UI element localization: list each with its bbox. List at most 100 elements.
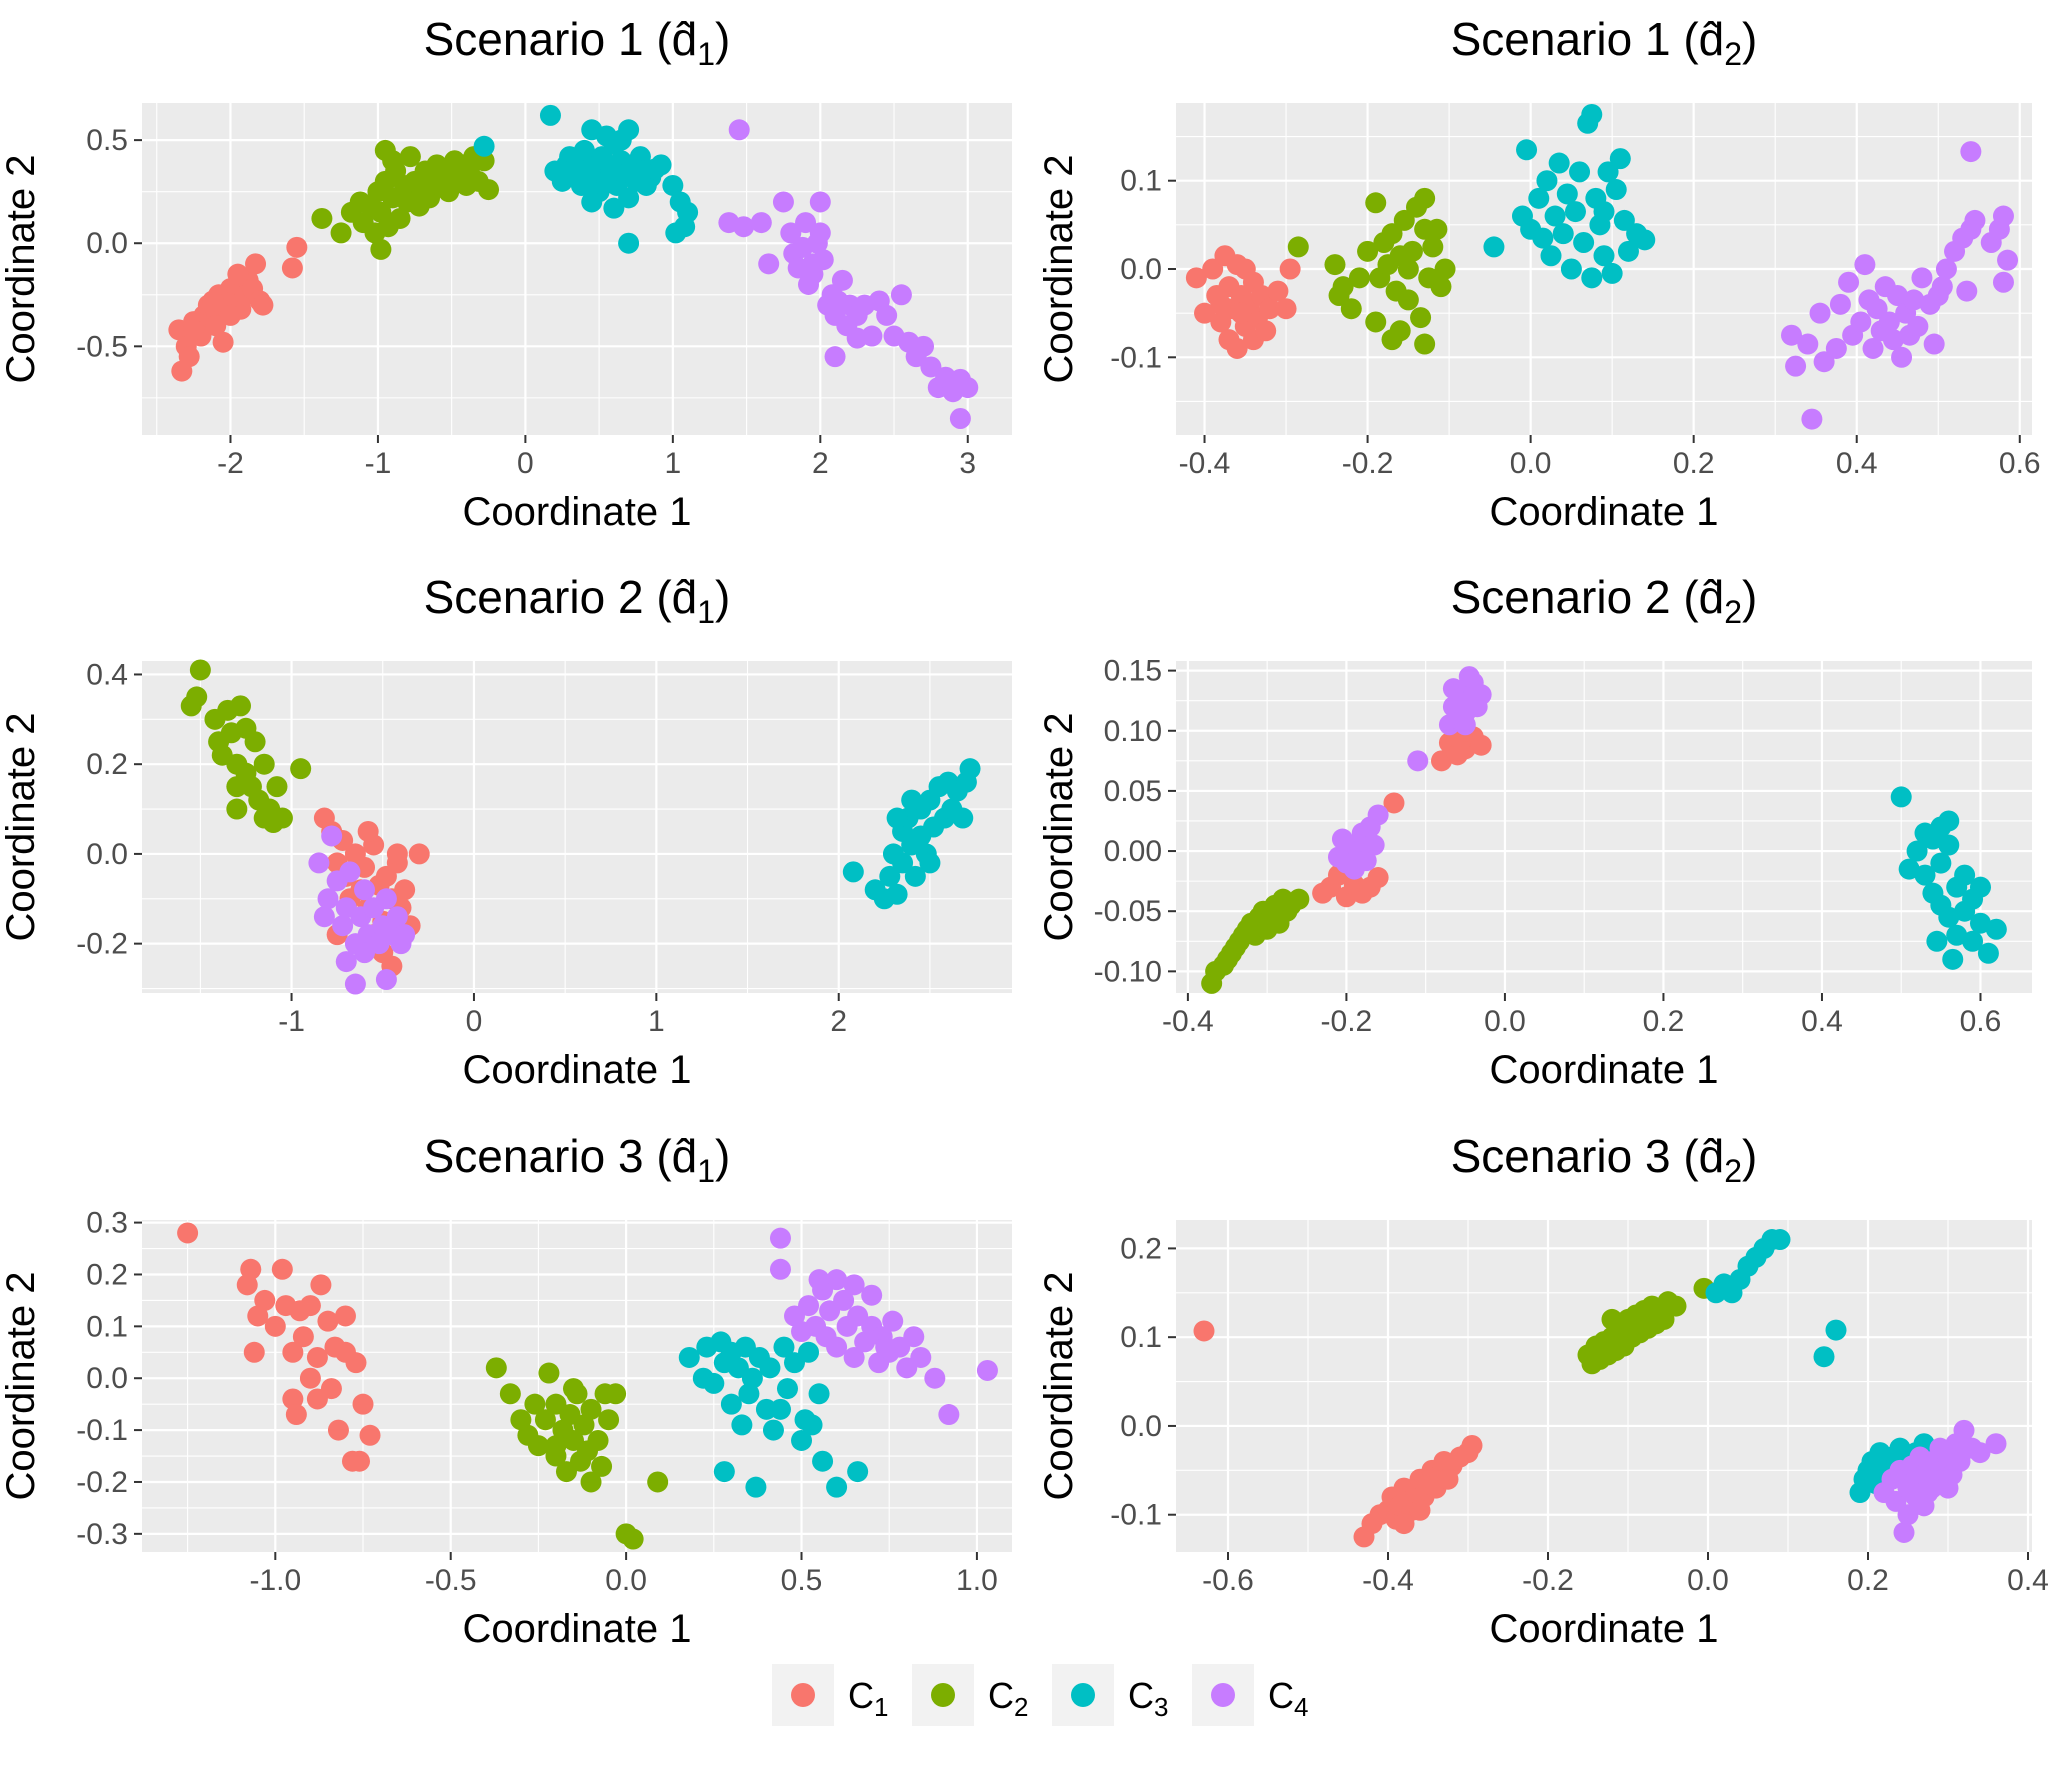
point-c4	[913, 335, 935, 357]
point-c3	[1813, 1346, 1835, 1368]
legend-label-c4: C	[1268, 1675, 1294, 1716]
point-c4	[802, 253, 824, 275]
point-c4	[321, 825, 343, 847]
point-c4	[1937, 1477, 1959, 1499]
point-c1	[219, 304, 241, 326]
point-c4	[1785, 355, 1807, 377]
point-c4	[938, 1404, 960, 1426]
x-tick-label: 0.0	[1510, 447, 1552, 480]
series-c3	[473, 104, 699, 254]
point-c3	[904, 865, 926, 887]
point-c2	[330, 222, 352, 244]
point-c3	[879, 865, 901, 887]
point-c3	[1898, 858, 1920, 880]
point-c3	[1977, 942, 1999, 964]
point-c2	[591, 1455, 613, 1477]
point-c3	[1552, 223, 1574, 245]
x-axis-title: Coordinate 1	[1489, 490, 1718, 534]
y-tick-label: 0.0	[1120, 1410, 1162, 1443]
point-c4	[976, 1359, 998, 1381]
x-tick-label: -0.4	[1162, 1005, 1214, 1038]
point-c1	[1255, 320, 1277, 342]
point-c1	[245, 253, 267, 275]
point-c1	[1461, 1434, 1483, 1456]
x-axis-title: Coordinate 1	[462, 490, 691, 534]
x-tick-label: 2	[830, 1005, 847, 1038]
point-c3	[826, 1476, 848, 1498]
series-c2	[180, 659, 312, 834]
x-tick-label: -1.0	[249, 1564, 301, 1597]
panel-3: -1 0 1 2 -0.2 0.0 0.2 0.4 Scenario 2 (d̂1) Coordi…	[0, 571, 1012, 1092]
point-c1	[1185, 267, 1207, 289]
point-c4	[1781, 324, 1803, 346]
x-tick-label: -0.2	[1342, 447, 1394, 480]
point-c4	[1882, 329, 1904, 351]
point-c3	[1483, 236, 1505, 258]
point-c2	[524, 1393, 546, 1415]
point-c4	[386, 906, 408, 928]
series-c2	[311, 139, 500, 260]
point-c2	[1332, 276, 1354, 298]
x-tick-label: 0.5	[781, 1564, 823, 1597]
point-c2	[1414, 187, 1436, 209]
point-c4	[924, 1367, 946, 1389]
point-c3	[773, 1336, 795, 1358]
point-c4	[1893, 1521, 1915, 1543]
point-c4	[375, 888, 397, 910]
point-c2	[1426, 218, 1448, 240]
point-c2	[1288, 888, 1310, 910]
point-c3	[1634, 229, 1656, 251]
point-c3	[1564, 201, 1586, 223]
point-c4	[769, 1227, 791, 1249]
x-tick-label: 0.4	[2007, 1564, 2049, 1597]
point-c3	[713, 1461, 735, 1483]
point-c3	[847, 1461, 869, 1483]
y-tick-label: 0.2	[86, 1258, 128, 1291]
point-c4	[1801, 408, 1823, 430]
series-c3	[678, 1331, 869, 1498]
panel-1: -2 -1 0 1 2 3 -0.5 0.0 0.5 Scenario 1 (d̂1) Coordi…	[0, 13, 1012, 534]
point-c4	[903, 1326, 925, 1348]
point-c2	[311, 207, 333, 229]
series-c3	[842, 758, 981, 910]
point-c4	[394, 924, 416, 946]
series-c1	[1185, 245, 1301, 359]
point-c4	[317, 888, 339, 910]
legend-key-c3	[1071, 1683, 1095, 1707]
point-c4	[780, 222, 802, 244]
point-c4	[826, 1269, 848, 1291]
point-c4	[1985, 1433, 2007, 1455]
point-c4	[957, 377, 979, 399]
point-c3	[618, 119, 640, 141]
point-c4	[1878, 311, 1900, 333]
point-c2	[1434, 258, 1456, 280]
y-tick-label: -0.05	[1094, 895, 1162, 928]
point-c4	[1862, 337, 1884, 359]
y-tick-label: -0.10	[1094, 955, 1162, 988]
point-c3	[886, 807, 908, 829]
point-c2	[370, 238, 392, 260]
point-c3	[703, 1372, 725, 1394]
x-tick-label: 0.0	[605, 1564, 647, 1597]
point-c2	[1381, 223, 1403, 245]
x-tick-label: 0	[517, 447, 534, 480]
point-c3	[1930, 852, 1952, 874]
point-c4	[920, 356, 942, 378]
point-c4	[1907, 315, 1929, 337]
point-c4	[1854, 254, 1876, 276]
y-axis-title: Coordinate 2	[1037, 1271, 1081, 1500]
point-c1	[183, 319, 205, 341]
legend-item-c2: C2	[912, 1664, 1028, 1726]
point-c4	[1407, 750, 1429, 772]
x-axis-title: Coordinate 1	[462, 1048, 691, 1092]
x-tick-label: 0.0	[1484, 1005, 1526, 1038]
point-c3	[1969, 912, 1991, 934]
series-c4	[769, 1227, 998, 1426]
point-c2	[580, 1471, 602, 1493]
x-tick-label: -0.2	[1522, 1564, 1574, 1597]
point-c2	[1340, 298, 1362, 320]
point-c1	[1367, 867, 1389, 889]
point-c1	[1230, 302, 1252, 324]
point-c3	[886, 883, 908, 905]
point-c3	[1581, 267, 1603, 289]
